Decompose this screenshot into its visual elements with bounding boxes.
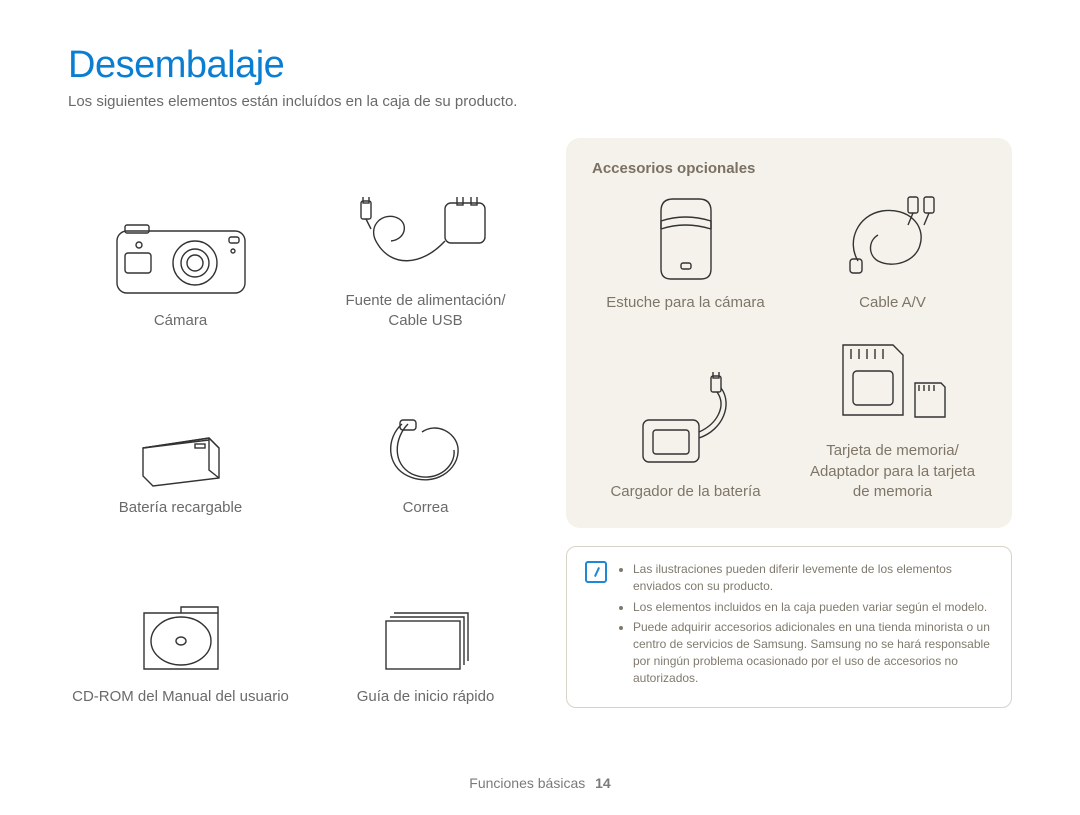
- note-list: Las ilustraciones pueden diferir levemen…: [619, 561, 993, 691]
- item-psu-usb: Fuente de alimentación/Cable USB: [313, 138, 538, 331]
- case-icon: [651, 191, 721, 283]
- content-row: Cámara Fuente de alimentación/Cable USB: [68, 138, 1012, 708]
- item-label: Estuche para la cámara: [606, 293, 764, 313]
- item-label: Correa: [403, 498, 449, 518]
- page-subtitle: Los siguientes elementos están incluídos…: [68, 93, 1012, 110]
- item-qsg: Guía de inicio rápido: [313, 546, 538, 707]
- item-label: Guía de inicio rápido: [357, 687, 495, 707]
- item-label: Cargador de la batería: [610, 482, 760, 502]
- avcable-icon: [838, 191, 948, 283]
- qsg-icon: [376, 611, 476, 677]
- camera-icon: [111, 223, 251, 301]
- note-bullet: Los elementos incluidos en la caja puede…: [633, 599, 993, 616]
- item-strap: Correa: [313, 359, 538, 518]
- item-battery: Batería recargable: [68, 359, 293, 518]
- psu-usb-icon: [351, 197, 501, 281]
- optional-panel: Accesorios opcionales Estuche para la cá…: [566, 138, 1012, 528]
- item-label: Cable A/V: [859, 293, 926, 313]
- opt-charger: Cargador de la batería: [592, 335, 779, 502]
- right-column: Accesorios opcionales Estuche para la cá…: [566, 138, 1012, 708]
- item-label: CD-ROM del Manual del usuario: [72, 687, 289, 707]
- footer-page-number: 14: [595, 775, 611, 791]
- page-footer: Funciones básicas 14: [0, 775, 1080, 791]
- optional-grid: Estuche para la cámara Cable A/V: [592, 191, 986, 502]
- note-icon: [585, 561, 607, 583]
- charger-icon: [631, 372, 741, 472]
- item-label: Cámara: [154, 311, 207, 331]
- item-camera: Cámara: [68, 138, 293, 331]
- optional-panel-title: Accesorios opcionales: [592, 160, 986, 177]
- battery-icon: [137, 432, 225, 488]
- item-label: Fuente de alimentación/Cable USB: [345, 291, 505, 332]
- page-title: Desembalaje: [68, 44, 1012, 87]
- note-box: Las ilustraciones pueden diferir levemen…: [566, 546, 1012, 708]
- note-bullet: Las ilustraciones pueden diferir levemen…: [633, 561, 993, 595]
- item-label: Tarjeta de memoria/Adaptador para la tar…: [810, 441, 975, 502]
- strap-icon: [378, 418, 474, 488]
- footer-section: Funciones básicas: [469, 775, 585, 791]
- memcard-icon: [833, 335, 953, 431]
- opt-case: Estuche para la cámara: [592, 191, 779, 313]
- opt-memcard: Tarjeta de memoria/Adaptador para la tar…: [799, 335, 986, 502]
- cdrom-icon: [136, 605, 226, 677]
- item-cdrom: CD-ROM del Manual del usuario: [68, 546, 293, 707]
- included-grid: Cámara Fuente de alimentación/Cable USB: [68, 138, 538, 708]
- item-label: Batería recargable: [119, 498, 242, 518]
- opt-avcable: Cable A/V: [799, 191, 986, 313]
- note-bullet: Puede adquirir accesorios adicionales en…: [633, 619, 993, 686]
